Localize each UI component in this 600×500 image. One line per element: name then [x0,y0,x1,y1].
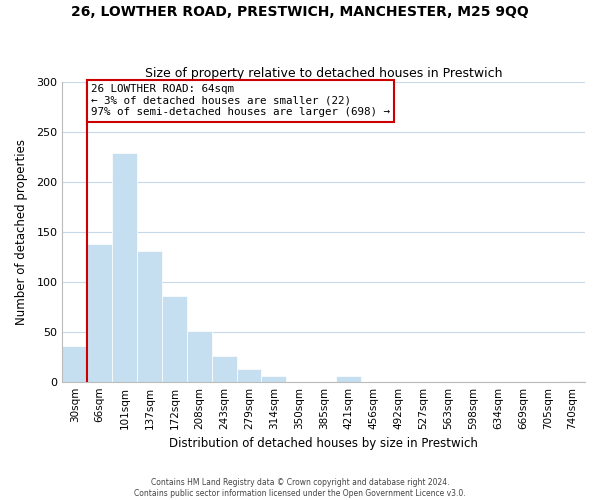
Text: 26 LOWTHER ROAD: 64sqm
← 3% of detached houses are smaller (22)
97% of semi-deta: 26 LOWTHER ROAD: 64sqm ← 3% of detached … [91,84,390,117]
Text: Contains HM Land Registry data © Crown copyright and database right 2024.
Contai: Contains HM Land Registry data © Crown c… [134,478,466,498]
Bar [262,376,286,382]
Y-axis label: Number of detached properties: Number of detached properties [15,139,28,325]
Bar [336,376,361,382]
Bar [162,296,187,382]
Bar [187,330,212,382]
Bar [87,244,112,382]
Bar [236,368,262,382]
Bar [112,153,137,382]
Title: Size of property relative to detached houses in Prestwich: Size of property relative to detached ho… [145,66,502,80]
Bar [212,356,236,382]
Bar [62,346,87,382]
X-axis label: Distribution of detached houses by size in Prestwich: Distribution of detached houses by size … [169,437,478,450]
Bar [137,251,162,382]
Text: 26, LOWTHER ROAD, PRESTWICH, MANCHESTER, M25 9QQ: 26, LOWTHER ROAD, PRESTWICH, MANCHESTER,… [71,5,529,19]
Bar [560,380,585,382]
